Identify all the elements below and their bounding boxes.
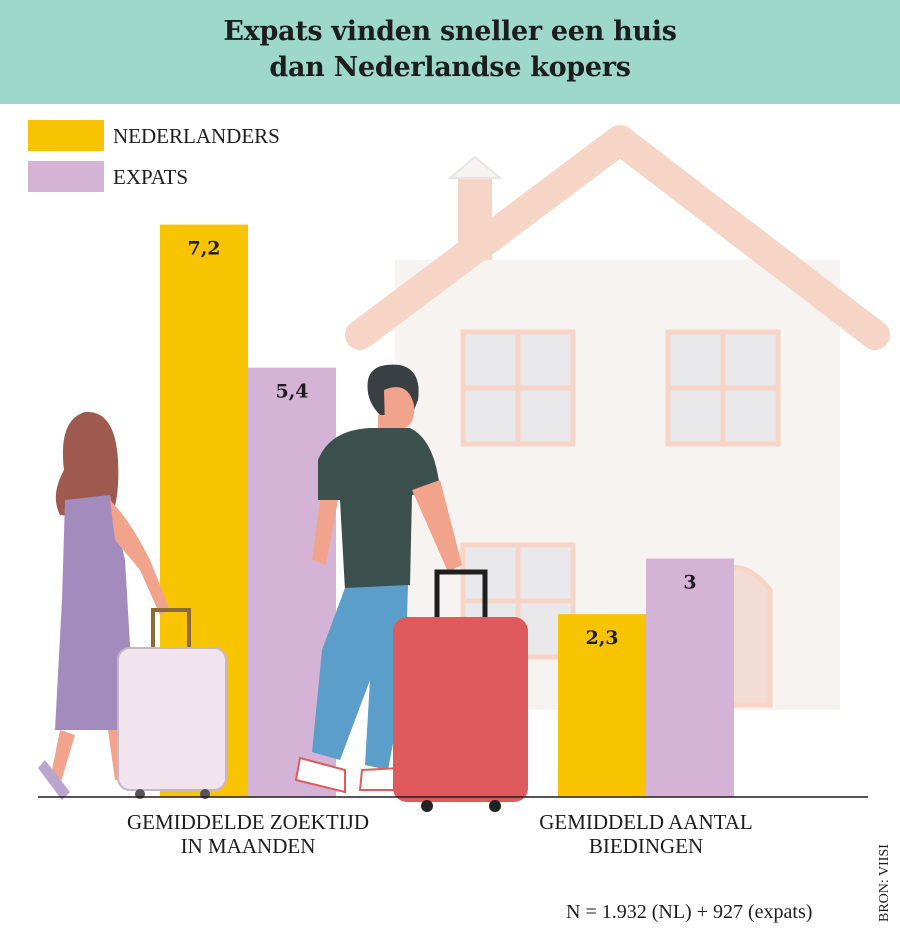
bar-nederlanders-1: [558, 614, 646, 797]
title-banner: Expats vinden sneller een huis dan Neder…: [0, 0, 900, 104]
category-label-biedingen-line-1: GEMIDDELD AANTAL: [539, 810, 753, 834]
bar-value-label-expats-1: 3: [683, 572, 696, 594]
category-label-zoektijd-line-2: IN MAANDEN: [180, 834, 316, 858]
legend-swatch-expats: [28, 161, 104, 192]
bars-layer: 7,2 2,3 5,4 3: [160, 224, 734, 798]
category-label-zoektijd-line-1: GEMIDDELDE ZOEKTIJD: [126, 810, 370, 834]
woman-figure: [38, 411, 170, 800]
legend-swatch-nederlanders: [28, 120, 104, 151]
sample-size-footnote: N = 1.932 (NL) + 927 (expats): [566, 901, 813, 923]
white-suitcase: [117, 608, 227, 799]
chart-title-line-1: Expats vinden sneller een huis: [223, 16, 677, 47]
category-label-biedingen: GEMIDDELD AANTAL BIEDINGEN: [486, 810, 806, 858]
bar-value-label-nederlanders-1: 2,3: [585, 627, 618, 649]
legend-label-expats: EXPATS: [113, 165, 189, 189]
source-credit: BRON: VIISI: [877, 844, 892, 922]
red-suitcase: [393, 569, 528, 812]
category-label-biedingen-line-2: BIEDINGEN: [588, 834, 704, 858]
category-label-zoektijd: GEMIDDELDE ZOEKTIJD IN MAANDEN: [88, 810, 408, 858]
bar-expats-1: [646, 558, 734, 797]
bar-value-label-expats-0: 5,4: [275, 381, 308, 403]
legend-label-nederlanders: NEDERLANDERS: [113, 124, 280, 148]
chart-title-line-2: dan Nederlandse kopers: [269, 52, 631, 83]
man-figure: [294, 364, 462, 794]
bar-value-label-nederlanders-0: 7,2: [187, 238, 220, 260]
